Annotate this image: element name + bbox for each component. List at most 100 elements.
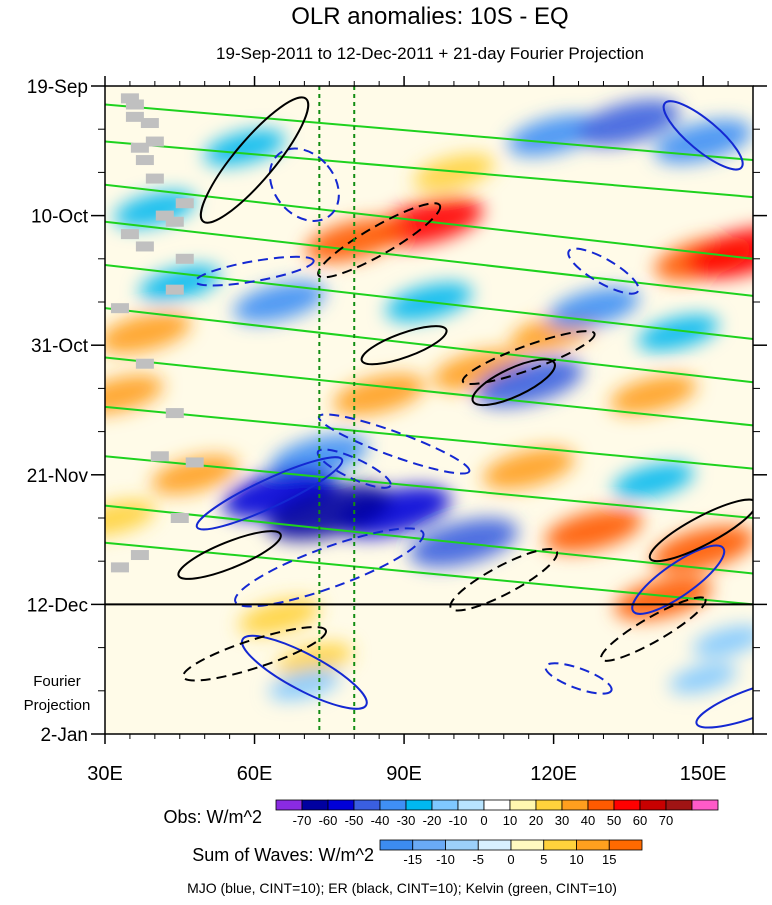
colorbar-cell xyxy=(301,799,329,811)
colorbar-tick-label: 0 xyxy=(507,852,514,867)
anomaly-blob xyxy=(692,625,753,658)
colorbar-tick-label: 20 xyxy=(529,813,543,828)
colorbar-cell xyxy=(587,799,615,811)
colorbar-tick-label: 40 xyxy=(581,813,595,828)
missing-data-cell xyxy=(140,118,159,129)
wave-contour xyxy=(567,247,640,295)
obs-colorbar: -70 -60 -50 -40 -30 -20 -10 0 10 20 30 40 50 60 70 xyxy=(275,799,719,828)
missing-data-cell xyxy=(155,210,174,221)
colorbar-cell xyxy=(431,799,459,811)
colorbar-cell xyxy=(483,799,511,811)
wave-contour xyxy=(471,358,556,407)
kelvin-contour xyxy=(105,220,753,297)
colorbar-cell xyxy=(608,839,643,851)
anomaly-blob xyxy=(139,265,221,302)
kelvin-contour xyxy=(105,504,753,575)
wave-contour xyxy=(461,330,596,386)
x-tick-label: 60E xyxy=(237,763,273,785)
colorbar-tick-label: -60 xyxy=(319,813,338,828)
colorbar-tick-label: 60 xyxy=(633,813,647,828)
wave-contour xyxy=(631,544,726,615)
colorbar-cell xyxy=(510,839,545,851)
anomaly-blob xyxy=(609,375,697,414)
wave-contour xyxy=(360,325,448,366)
anomaly-blob xyxy=(637,314,719,351)
anomaly-blob xyxy=(474,357,583,407)
colorbar-cell xyxy=(613,799,641,811)
colorbar-tick-label: -10 xyxy=(449,813,468,828)
missing-data-cell xyxy=(150,451,169,462)
missing-data-cell xyxy=(135,241,154,252)
anomaly-blob xyxy=(105,312,191,354)
obs-colorbar-label: Obs: W/m^2 xyxy=(164,807,262,827)
x-tick-label: 150E xyxy=(680,763,727,785)
missing-data-cell xyxy=(130,142,149,153)
y-tick-label: 12-Dec xyxy=(27,595,88,616)
colorbar-cell xyxy=(327,799,355,811)
anomaly-blob xyxy=(233,281,326,323)
colorbar-tick-label: 50 xyxy=(607,813,621,828)
wave-contour xyxy=(195,456,344,531)
anomaly-blob xyxy=(669,663,737,694)
anomaly-blob xyxy=(612,462,694,500)
missing-data-cell xyxy=(165,408,184,419)
missing-data-cell xyxy=(170,513,189,523)
anomaly-blob xyxy=(686,226,753,279)
colorbar-tick-label: -15 xyxy=(403,852,422,867)
colorbar-cell xyxy=(509,799,537,811)
missing-data-cell xyxy=(110,562,129,573)
colorbar-tick-label: 70 xyxy=(659,813,673,828)
wave-contour xyxy=(317,202,442,279)
wave-contour xyxy=(695,677,753,729)
missing-data-cell xyxy=(130,550,149,561)
colorbar-tick-label: 10 xyxy=(569,852,583,867)
wave-contour xyxy=(234,527,425,608)
kelvin-contour xyxy=(105,140,753,199)
kelvin-contour xyxy=(105,307,753,384)
wave-contour xyxy=(316,448,392,489)
colorbar-tick-label: -10 xyxy=(436,852,455,867)
y-tick-label: 31-Oct xyxy=(31,336,89,357)
anomaly-blob xyxy=(203,129,286,166)
kelvin-contour xyxy=(105,541,753,606)
missing-data-cell xyxy=(145,173,164,184)
missing-data-cell xyxy=(135,155,154,166)
y-tick-label: 21-Nov xyxy=(27,466,89,487)
anomaly-blob xyxy=(654,119,752,164)
colorbar-tick-label: -20 xyxy=(423,813,442,828)
wave-contour xyxy=(177,530,282,580)
colorbar-cell xyxy=(379,799,407,811)
wave-contour xyxy=(194,255,315,287)
waves-colorbar-label: Sum of Waves: W/m^2 xyxy=(192,845,374,865)
missing-data-cell xyxy=(120,93,139,104)
anomaly-blob xyxy=(151,455,239,495)
wave-contour xyxy=(648,498,753,563)
anomaly-blob xyxy=(238,598,321,635)
colorbar-cell xyxy=(379,839,414,851)
y-tick-label: 10-Oct xyxy=(31,207,89,228)
kelvin-contour xyxy=(105,103,753,162)
kelvin-contour xyxy=(105,356,753,427)
wave-contour xyxy=(182,626,327,682)
x-tick-label: 90E xyxy=(386,763,422,785)
colorbar-cell xyxy=(535,799,563,811)
colorbar-tick-label: -40 xyxy=(371,813,390,828)
wave-contour xyxy=(449,547,559,612)
x-tick-label: 120E xyxy=(530,763,577,785)
wave-contour xyxy=(199,96,310,224)
missing-data-cell xyxy=(175,198,194,209)
y-tick-label: 2-Jan xyxy=(40,725,88,746)
anomaly-blob xyxy=(482,447,575,490)
missing-data-cell xyxy=(135,358,154,369)
colorbar-tick-label: -30 xyxy=(397,813,416,828)
waves-colorbar: -15 -10 -5 0 5 10 15 xyxy=(379,839,643,867)
projection-label-line2: Projection xyxy=(24,697,91,714)
anomaly-blob xyxy=(544,508,643,553)
colorbar-tick-label: 10 xyxy=(503,813,517,828)
colorbar-cell xyxy=(576,839,610,851)
colorbar-cell xyxy=(353,799,381,811)
colorbar-tick-label: -5 xyxy=(472,852,484,867)
anomaly-field xyxy=(105,86,753,734)
wave-contour xyxy=(600,596,707,662)
colorbar-cell xyxy=(691,799,719,811)
